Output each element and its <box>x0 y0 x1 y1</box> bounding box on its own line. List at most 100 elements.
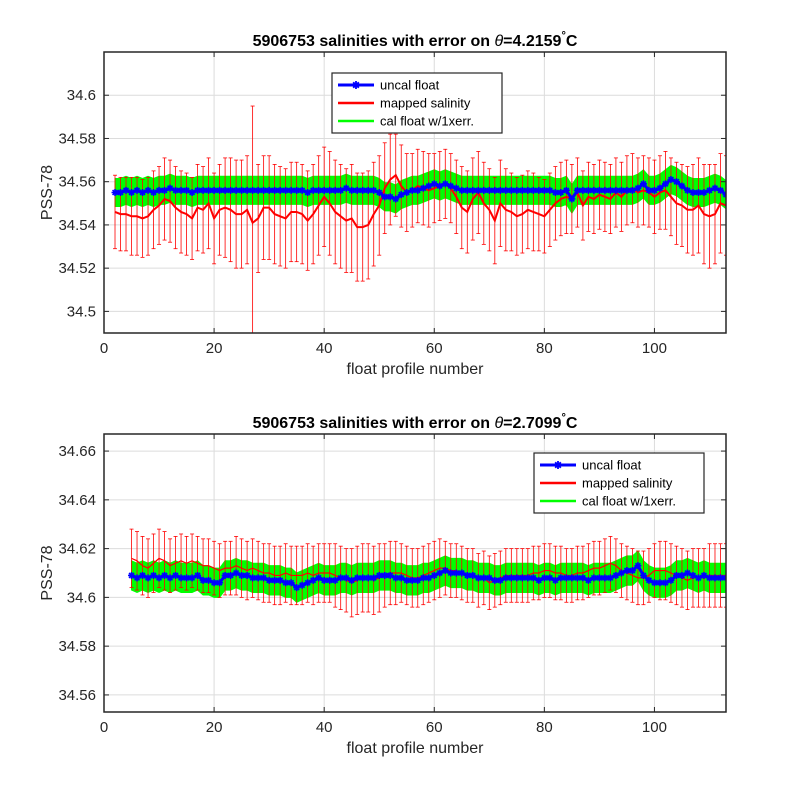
uncal-float-point <box>524 186 532 194</box>
uncal-float-point <box>375 189 383 196</box>
uncal-float-point <box>260 574 268 582</box>
uncal-float-point <box>667 576 675 584</box>
y-tick-label: 34.6 <box>67 589 96 606</box>
uncal-float-point <box>711 184 719 192</box>
uncal-float-point <box>595 574 603 582</box>
uncal-float-point <box>507 574 515 582</box>
uncal-float-point <box>485 574 493 582</box>
uncal-float-point <box>562 186 570 194</box>
uncal-float-point <box>210 186 218 194</box>
uncal-float-markers <box>128 562 726 592</box>
uncal-float-point <box>529 186 537 194</box>
uncal-float-point <box>568 195 576 203</box>
uncal-float-point <box>276 576 284 584</box>
x-tick-label: 60 <box>426 340 443 357</box>
uncal-float-point <box>447 182 455 190</box>
uncal-float-point <box>683 186 691 194</box>
uncal-float-point <box>612 571 620 579</box>
uncal-float-point <box>425 182 433 190</box>
uncal-float-point <box>485 186 493 194</box>
uncal-float-point <box>716 186 724 194</box>
uncal-float-point <box>309 186 317 194</box>
uncal-float-markers <box>111 176 726 203</box>
uncal-float-point <box>447 569 455 577</box>
uncal-float-point <box>491 576 499 584</box>
uncal-float-point <box>474 186 482 194</box>
uncal-float-point <box>221 571 229 579</box>
uncal-float-point <box>546 574 554 582</box>
legend-label-3: cal float w/1xerr. <box>380 114 474 129</box>
axes-frame <box>103 433 727 713</box>
x-tick-label: 100 <box>642 719 667 736</box>
uncal-float-point <box>359 186 367 194</box>
uncal-float-point <box>573 574 581 582</box>
uncal-float-point <box>337 186 345 194</box>
uncal-float-point <box>183 574 191 582</box>
uncal-float-point <box>161 571 169 579</box>
uncal-float-point <box>397 191 405 199</box>
uncal-float-point <box>419 574 427 582</box>
uncal-float-point <box>353 574 361 582</box>
uncal-float-point <box>293 186 301 194</box>
mapped-salinity-line <box>114 173 726 229</box>
uncal-float-point <box>238 571 246 579</box>
uncal-float-point <box>392 574 400 582</box>
uncal-float-point <box>232 569 240 577</box>
uncal-float-point <box>480 574 488 582</box>
uncal-float-point <box>298 186 306 194</box>
uncal-float-point <box>463 571 471 579</box>
uncal-float-point <box>557 189 565 196</box>
uncal-float-point <box>623 186 631 194</box>
uncal-float-point <box>678 182 686 190</box>
uncal-float-point <box>529 574 537 582</box>
uncal-float-point <box>309 576 317 584</box>
uncal-float-point <box>672 178 680 186</box>
uncal-float-point <box>304 189 312 196</box>
uncal-float-point <box>172 571 180 579</box>
uncal-float-point <box>243 186 251 194</box>
uncal-float-point <box>689 571 697 579</box>
uncal-float-point <box>628 567 636 575</box>
uncal-float-point <box>177 186 185 194</box>
uncal-float-point <box>271 576 279 584</box>
uncal-float-point <box>254 186 262 194</box>
uncal-float-point <box>595 186 603 194</box>
uncal-float-point <box>430 571 438 579</box>
uncal-float-point <box>430 180 438 188</box>
uncal-float-point <box>623 567 631 575</box>
uncal-float-point <box>188 574 196 582</box>
uncal-float-point <box>507 186 515 194</box>
uncal-float-point <box>557 574 565 582</box>
uncal-float-point <box>617 569 625 577</box>
uncal-float-point <box>386 571 394 579</box>
x-tick-label: 100 <box>642 340 667 357</box>
uncal-float-point <box>650 186 658 194</box>
uncal-float-point <box>403 576 411 584</box>
uncal-float-point <box>150 571 158 579</box>
uncal-float-point <box>458 569 466 577</box>
uncal-float-point <box>436 182 444 190</box>
legend: uncal float mapped salinity cal float w/1x… <box>331 72 503 134</box>
uncal-float-point <box>711 574 719 582</box>
legend-label-3: cal float w/1xerr. <box>582 494 676 509</box>
x-tick-label: 0 <box>100 719 108 736</box>
y-tick-label: 34.58 <box>58 638 96 655</box>
uncal-float-point <box>645 186 653 194</box>
uncal-float-point <box>590 574 598 582</box>
uncal-float-point <box>540 186 548 194</box>
uncal-float-point <box>386 193 394 201</box>
uncal-float-point <box>452 184 460 192</box>
uncal-float-point <box>408 186 416 194</box>
uncal-float-point <box>694 189 702 196</box>
uncal-float-point <box>716 574 724 582</box>
uncal-float-point <box>606 574 614 582</box>
uncal-float-point <box>452 569 460 577</box>
uncal-float-point <box>122 186 130 194</box>
legend: uncal float mapped salinity cal float w/1x… <box>533 452 705 514</box>
uncal-float-point <box>331 576 339 584</box>
axes-frame <box>103 51 727 334</box>
uncal-float-point <box>474 574 482 582</box>
uncal-float-point <box>667 176 675 184</box>
y-tick-label: 34.54 <box>58 217 96 234</box>
